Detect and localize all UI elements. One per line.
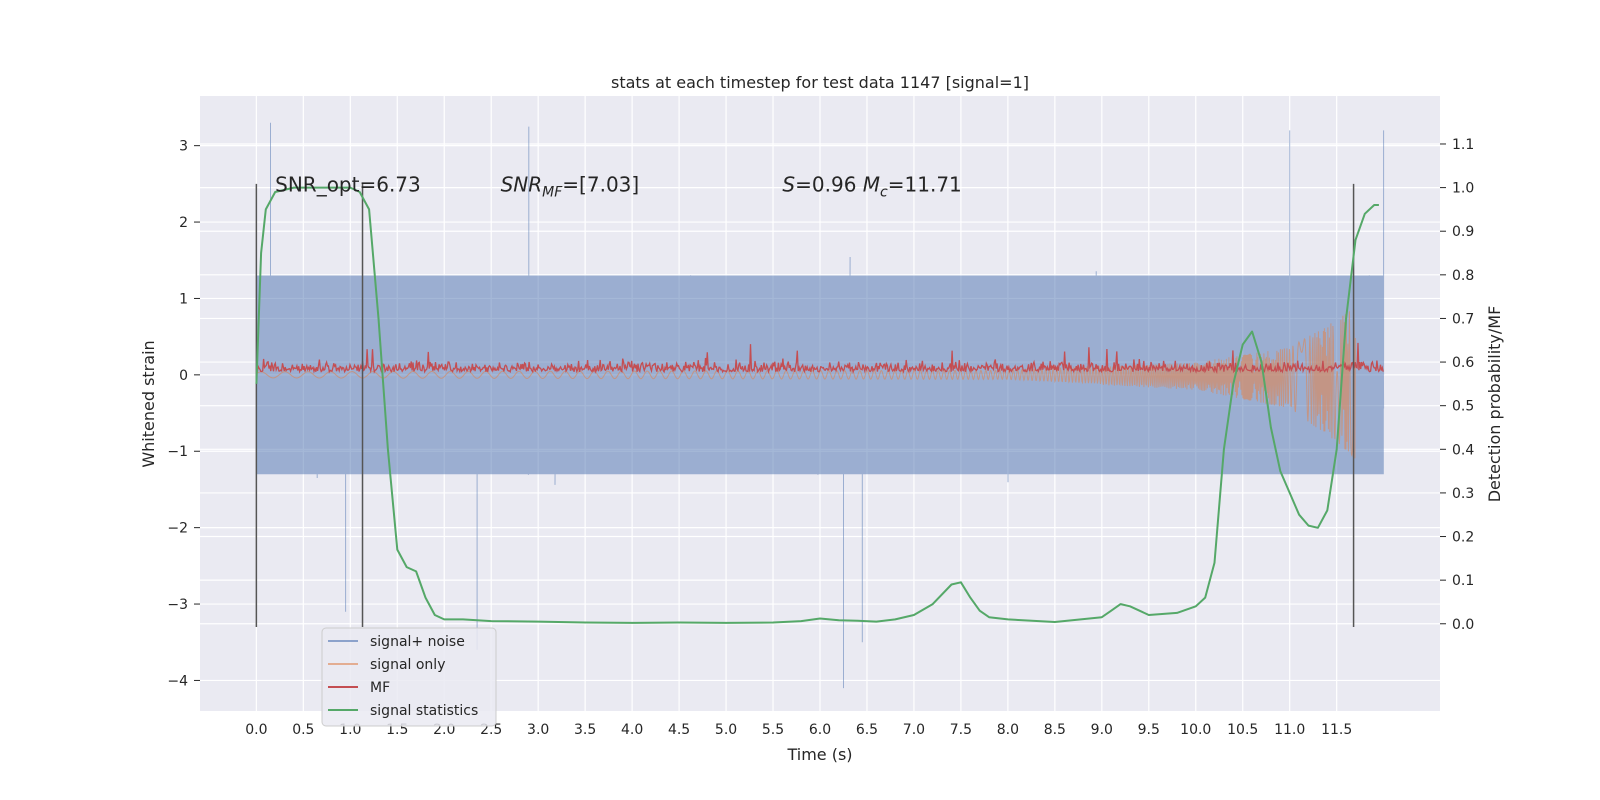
x-tick-label: 8.5 [1044, 722, 1066, 738]
x-tick-label: 3.0 [527, 722, 549, 738]
x-tick-label: 9.0 [1091, 722, 1113, 738]
x-tick-label: 11.5 [1321, 722, 1352, 738]
series-mf [255, 342, 1384, 375]
x-tick-label: 0.0 [245, 722, 267, 738]
x-tick-label: 5.0 [715, 722, 737, 738]
x-tick-label: 7.5 [950, 722, 972, 738]
y-axis-ticks: −4 −3 −2 −1 0 1 2 3 [167, 139, 200, 689]
y-tick-label: −3 [167, 597, 188, 613]
annotation: SNRMF=[7.03] [501, 173, 640, 201]
series-signal-statistics [255, 186, 1379, 624]
y2-axis-ticks: 0.0 0.1 0.2 0.3 0.4 0.5 0.6 0.7 0.8 0.9 1.0 1.1 [1440, 137, 1474, 633]
legend: signal+ noise signal only MF signal statist… [321, 627, 497, 727]
y2-tick-label: 0.5 [1452, 399, 1474, 415]
legend-label: MF [370, 680, 390, 696]
y2-tick-label: 0.1 [1452, 573, 1474, 589]
y-tick-label: −4 [167, 673, 188, 689]
x-tick-label: 10.5 [1227, 722, 1258, 738]
x-tick-label: 7.0 [903, 722, 925, 738]
legend-label: signal statistics [370, 703, 478, 719]
chart-title: stats at each timestep for test data 114… [611, 73, 1029, 92]
x-tick-label: 4.0 [621, 722, 643, 738]
annotation: SNR_opt=6.73 [275, 173, 421, 197]
annotations: SNR_opt=6.73 SNRMF=[7.03] S=0.96 Mc=11.71 [275, 173, 962, 201]
y2-tick-label: 1.1 [1452, 137, 1474, 153]
y2-tick-label: 0.7 [1452, 311, 1474, 327]
y-tick-label: 1 [179, 291, 188, 307]
y2-tick-label: 0.8 [1452, 268, 1474, 284]
x-tick-label: 11.0 [1274, 722, 1305, 738]
y-tick-label: −1 [167, 444, 188, 460]
y2-tick-label: 0.3 [1452, 486, 1474, 502]
x-tick-label: 3.5 [574, 722, 596, 738]
y2-tick-label: 0.6 [1452, 355, 1474, 371]
y-tick-label: −2 [167, 521, 188, 537]
x-tick-label: 9.5 [1138, 722, 1160, 738]
legend-box [321, 627, 497, 727]
plot-content [255, 122, 1385, 689]
x-tick-label: 10.0 [1180, 722, 1211, 738]
y2-tick-label: 0.9 [1452, 224, 1474, 240]
x-tick-label: 6.5 [856, 722, 878, 738]
y2-tick-label: 0.0 [1452, 617, 1474, 633]
y-tick-label: 2 [179, 215, 188, 231]
y-axis-label: Whitened strain [139, 340, 158, 467]
y-tick-label: 0 [179, 368, 188, 384]
y-tick-label: 3 [179, 139, 188, 155]
x-axis-label: Time (s) [786, 745, 852, 764]
y2-tick-label: 0.4 [1452, 442, 1474, 458]
legend-label: signal only [370, 657, 445, 673]
x-tick-label: 4.5 [668, 722, 690, 738]
legend-label: signal+ noise [370, 634, 465, 650]
annotation: S=0.96 Mc=11.71 [782, 173, 961, 201]
y2-tick-label: 0.2 [1452, 530, 1474, 546]
x-tick-label: 6.0 [809, 722, 831, 738]
y2-tick-label: 1.0 [1452, 181, 1474, 197]
x-tick-label: 0.5 [292, 722, 314, 738]
y2-axis-label: Detection probability/MF [1485, 306, 1504, 503]
series-signal-only [256, 309, 1356, 459]
x-tick-label: 8.0 [997, 722, 1019, 738]
x-tick-label: 5.5 [762, 722, 784, 738]
